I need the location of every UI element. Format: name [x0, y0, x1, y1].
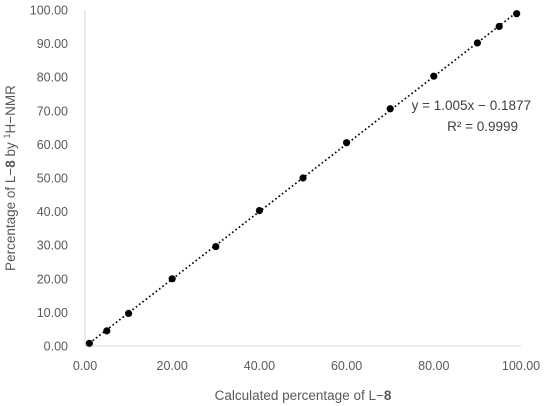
- x-tick-label: 80.00: [418, 359, 449, 373]
- y-tick-label: 50.00: [37, 172, 68, 186]
- y-tick-label: 60.00: [37, 138, 68, 152]
- data-point: [85, 339, 93, 347]
- x-axis-title-text: Calculated percentage of L−: [215, 388, 384, 403]
- x-tick-label: 0.00: [73, 359, 97, 373]
- data-point: [125, 309, 133, 318]
- y-axis-title-suffix: H−NMR: [3, 85, 18, 134]
- data-points: [85, 10, 521, 347]
- data-point: [103, 327, 111, 335]
- data-point: [386, 105, 394, 113]
- trendline-equation: y = 1.005x − 0.1877: [412, 98, 531, 113]
- y-tick-label: 70.00: [37, 104, 68, 118]
- data-point: [473, 39, 481, 47]
- y-axis-title-bold: 8: [3, 160, 18, 168]
- y-tick-label: 10.00: [37, 306, 68, 320]
- data-point: [343, 139, 351, 147]
- x-axis-title-bold: 8: [384, 388, 392, 403]
- y-tick-label: 20.00: [37, 272, 68, 286]
- y-tick-label: 0.00: [44, 340, 68, 354]
- data-point: [430, 72, 438, 80]
- y-axis-title-sup: 1: [2, 133, 12, 138]
- x-tick-label: 100.00: [502, 359, 540, 373]
- y-tick-label: 90.00: [37, 37, 68, 51]
- x-tick-label: 60.00: [331, 359, 362, 373]
- x-tick-label: 20.00: [157, 359, 188, 373]
- y-tick-label: 30.00: [37, 239, 68, 253]
- r-squared-label: R² = 0.9999: [447, 119, 518, 134]
- x-tick-label: 40.00: [244, 359, 275, 373]
- data-point: [212, 242, 220, 251]
- y-tick-labels: 0.00 10.00 20.00 30.00 40.00 50.00 60.00 70.00 8…: [30, 4, 68, 354]
- y-axis-title: Percentage of L−8 by 1H−NMR: [2, 85, 18, 271]
- y-tick-label: 80.00: [37, 71, 68, 85]
- y-axis-title-mid: by: [3, 138, 18, 160]
- x-axis-title: Calculated percentage of L−8: [215, 388, 392, 403]
- y-axis-title-text: Percentage of L−: [3, 168, 18, 271]
- data-point: [255, 206, 263, 215]
- y-tick-label: 40.00: [37, 205, 68, 219]
- data-point: [513, 10, 521, 18]
- data-point: [168, 275, 176, 283]
- y-tick-label: 100.00: [30, 4, 68, 18]
- data-point: [299, 174, 307, 182]
- x-tick-labels: 0.00 20.00 40.00 60.00 80.00 100.00: [73, 359, 540, 373]
- data-point: [495, 22, 503, 31]
